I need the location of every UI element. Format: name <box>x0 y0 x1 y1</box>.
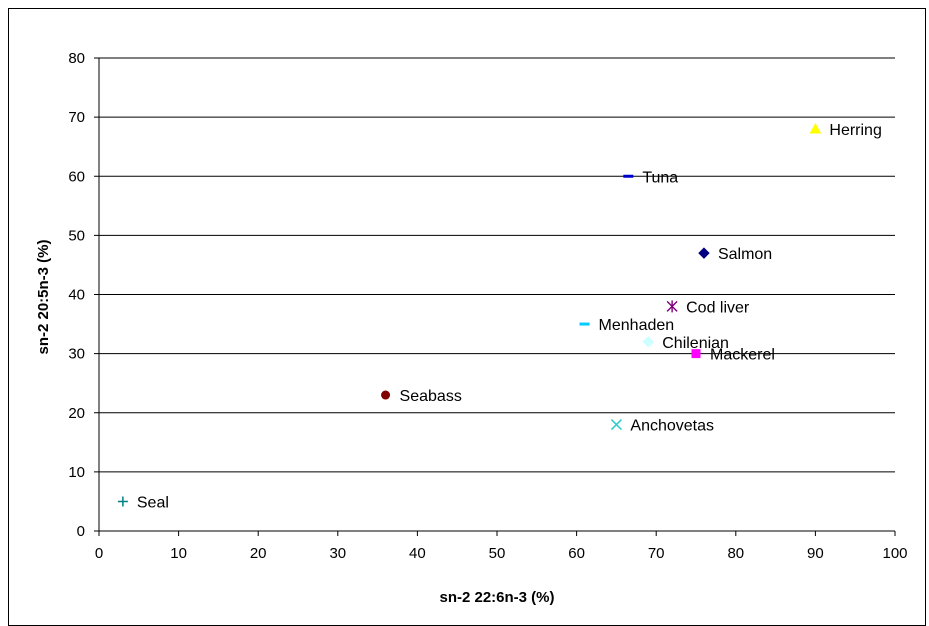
y-tick-label: 80 <box>68 50 85 67</box>
marker-square <box>691 349 701 359</box>
y-tick-label: 50 <box>68 227 85 244</box>
marker-asterisk <box>666 300 678 313</box>
marker-dash <box>623 174 634 178</box>
x-tick-label: 100 <box>882 545 907 562</box>
y-tick-label: 60 <box>68 168 85 185</box>
x-tick-label: 70 <box>648 545 665 562</box>
point-label: Salmon <box>718 246 772 263</box>
point-mackerel: Mackerel <box>691 347 775 364</box>
y-tick-label: 0 <box>77 523 85 540</box>
marker-diamond <box>642 336 654 348</box>
gridlines <box>99 57 895 473</box>
x-axis-title: sn-2 22:6n-3 (%) <box>439 589 554 606</box>
x-tick-label: 0 <box>95 545 103 562</box>
point-seabass: Seabass <box>381 388 462 405</box>
x-tick-label: 30 <box>329 545 346 562</box>
marker-plus <box>117 496 128 507</box>
point-label: Seal <box>137 494 169 511</box>
y-tick-label: 20 <box>68 405 85 422</box>
axes <box>94 57 896 536</box>
point-seal: Seal <box>117 494 169 511</box>
point-anchovetas: Anchovetas <box>610 418 714 435</box>
marker-x <box>610 419 622 431</box>
x-tick-label: 80 <box>727 545 744 562</box>
x-tick-label: 60 <box>568 545 585 562</box>
marker-triangle <box>809 122 822 134</box>
x-tick-label: 90 <box>807 545 824 562</box>
point-label: Cod liver <box>686 299 750 316</box>
point-herring: Herring <box>809 122 882 139</box>
data-points: Herring Tuna Salmon Cod liver MenhadenChilen… <box>117 122 882 511</box>
point-label: Chilenian <box>662 335 729 352</box>
marker-diamond <box>698 247 710 259</box>
chart-area <box>8 8 926 626</box>
point-menhaden: Menhaden <box>579 317 675 334</box>
y-axis-title: sn-2 20:5n-3 (%) <box>35 239 52 354</box>
y-tick-label: 10 <box>68 464 85 481</box>
marker-dash <box>579 322 590 326</box>
x-tick-label: 40 <box>409 545 426 562</box>
point-label: Anchovetas <box>630 418 714 435</box>
point-label: Menhaden <box>599 317 675 334</box>
point-tuna: Tuna <box>623 169 678 186</box>
y-tick-label: 40 <box>68 287 85 304</box>
point-label: Herring <box>829 122 881 139</box>
y-tick-label: 70 <box>68 109 85 126</box>
point-salmon: Salmon <box>698 246 772 263</box>
y-tick-label: 30 <box>68 346 85 363</box>
point-cod-liver: Cod liver <box>666 299 750 316</box>
x-tick-label: 50 <box>489 545 506 562</box>
x-tick-label: 10 <box>170 545 187 562</box>
point-label: Tuna <box>642 169 678 186</box>
point-chilenian: Chilenian <box>642 335 729 352</box>
point-label: Seabass <box>400 388 462 405</box>
marker-circle <box>381 390 391 400</box>
x-tick-label: 20 <box>250 545 267 562</box>
tick-labels: 0 10 20 30 40 50 60 70 80 0 10 20 30 40 50 60 70 80 90 100 <box>68 50 907 562</box>
point-label: Mackerel <box>710 347 775 364</box>
